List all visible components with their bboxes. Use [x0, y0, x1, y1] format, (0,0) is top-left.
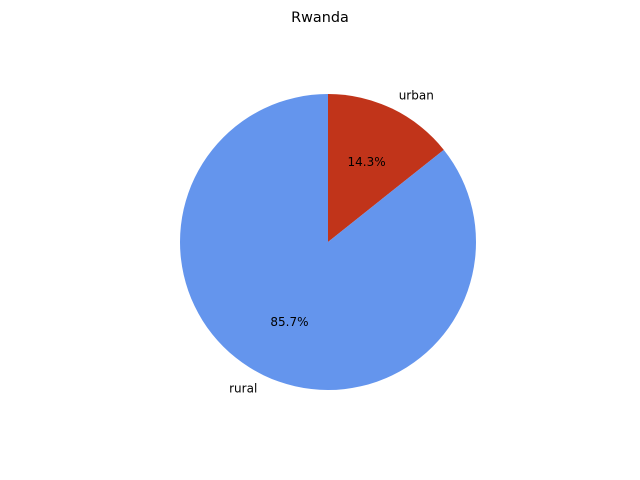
chart-title: Rwanda — [291, 10, 349, 26]
slice-label-urban: urban — [399, 88, 434, 102]
slice-label-rural: rural — [229, 382, 257, 396]
percent-label-urban: 14.3% — [348, 155, 386, 169]
pie-slice-rural — [180, 94, 477, 390]
pie-slice-urban — [328, 94, 444, 242]
pie-slices — [180, 94, 477, 390]
percent-label-rural: 85.7% — [270, 315, 308, 329]
pie-labels: urban 14.3% rural 85.7% — [229, 88, 434, 395]
